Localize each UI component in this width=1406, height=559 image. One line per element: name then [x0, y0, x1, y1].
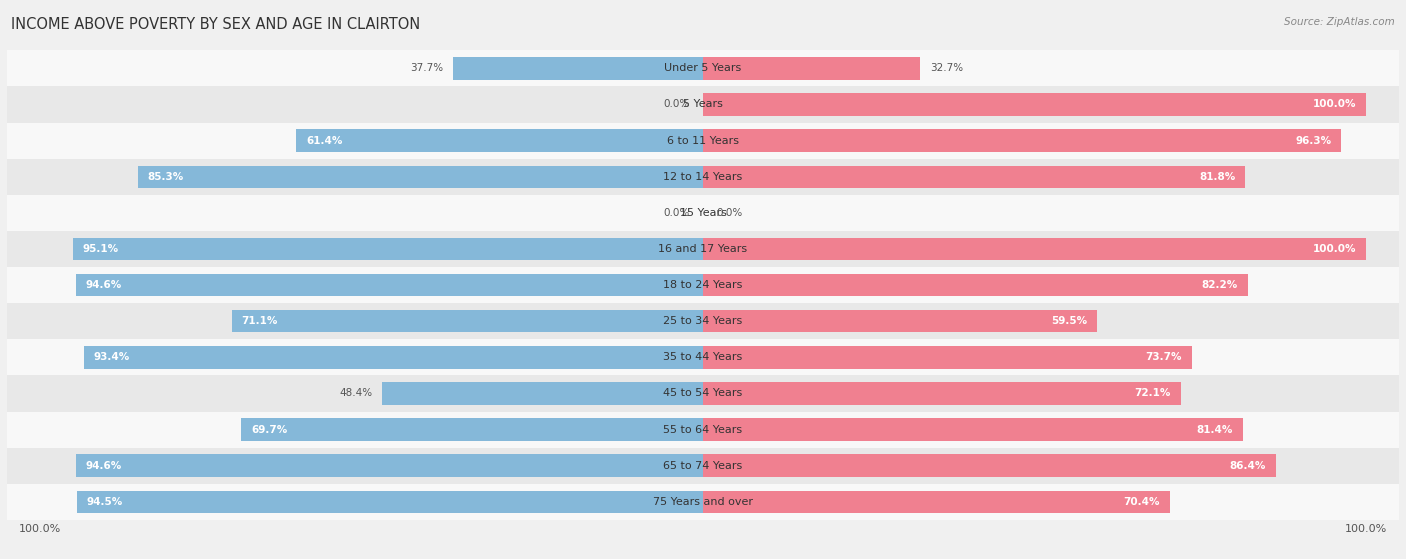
Text: 12 to 14 Years: 12 to 14 Years: [664, 172, 742, 182]
Bar: [7, 448, 1399, 484]
Text: 6 to 11 Years: 6 to 11 Years: [666, 136, 740, 145]
Text: 73.7%: 73.7%: [1144, 352, 1181, 362]
Bar: [76, 491, 703, 513]
Text: 81.4%: 81.4%: [1197, 425, 1233, 434]
Text: 82.2%: 82.2%: [1202, 280, 1237, 290]
Bar: [703, 238, 1365, 260]
Text: 94.6%: 94.6%: [86, 280, 122, 290]
Bar: [138, 165, 703, 188]
Text: 70.4%: 70.4%: [1123, 497, 1160, 507]
Text: 69.7%: 69.7%: [250, 425, 287, 434]
Text: 96.3%: 96.3%: [1295, 136, 1331, 145]
Text: 15 Years: 15 Years: [679, 208, 727, 218]
Text: 55 to 64 Years: 55 to 64 Years: [664, 425, 742, 434]
Bar: [703, 418, 1243, 440]
Bar: [7, 484, 1399, 520]
Bar: [703, 165, 1246, 188]
Text: 65 to 74 Years: 65 to 74 Years: [664, 461, 742, 471]
Text: 75 Years and over: 75 Years and over: [652, 497, 754, 507]
Text: 94.6%: 94.6%: [86, 461, 122, 471]
Bar: [232, 310, 703, 333]
Bar: [7, 339, 1399, 376]
Bar: [7, 87, 1399, 122]
Text: 0.0%: 0.0%: [716, 208, 742, 218]
Bar: [84, 346, 703, 368]
Bar: [382, 382, 703, 405]
Bar: [453, 57, 703, 79]
Bar: [703, 346, 1191, 368]
Bar: [7, 159, 1399, 195]
Bar: [7, 50, 1399, 87]
Bar: [76, 274, 703, 296]
Bar: [703, 382, 1181, 405]
Text: 100.0%: 100.0%: [1312, 100, 1355, 110]
Text: 37.7%: 37.7%: [411, 63, 443, 73]
Bar: [703, 491, 1170, 513]
Text: 32.7%: 32.7%: [929, 63, 963, 73]
Text: 71.1%: 71.1%: [242, 316, 278, 326]
Text: 86.4%: 86.4%: [1229, 461, 1265, 471]
Bar: [703, 310, 1098, 333]
Text: 95.1%: 95.1%: [83, 244, 118, 254]
Text: 5 Years: 5 Years: [683, 100, 723, 110]
Bar: [703, 93, 1365, 116]
Text: 81.8%: 81.8%: [1199, 172, 1236, 182]
Text: Under 5 Years: Under 5 Years: [665, 63, 741, 73]
Text: 72.1%: 72.1%: [1135, 389, 1171, 399]
Bar: [73, 238, 703, 260]
Text: 94.5%: 94.5%: [87, 497, 122, 507]
Text: 85.3%: 85.3%: [148, 172, 184, 182]
Bar: [240, 418, 703, 440]
Text: 0.0%: 0.0%: [664, 100, 690, 110]
Text: 35 to 44 Years: 35 to 44 Years: [664, 352, 742, 362]
Text: 93.4%: 93.4%: [94, 352, 131, 362]
Text: Source: ZipAtlas.com: Source: ZipAtlas.com: [1284, 17, 1395, 27]
Text: 16 and 17 Years: 16 and 17 Years: [658, 244, 748, 254]
Bar: [703, 130, 1341, 152]
Text: 61.4%: 61.4%: [307, 136, 342, 145]
Text: 25 to 34 Years: 25 to 34 Years: [664, 316, 742, 326]
Bar: [7, 195, 1399, 231]
Text: INCOME ABOVE POVERTY BY SEX AND AGE IN CLAIRTON: INCOME ABOVE POVERTY BY SEX AND AGE IN C…: [11, 17, 420, 32]
Bar: [7, 411, 1399, 448]
Bar: [7, 231, 1399, 267]
Text: 18 to 24 Years: 18 to 24 Years: [664, 280, 742, 290]
Bar: [7, 303, 1399, 339]
Bar: [7, 267, 1399, 303]
Bar: [76, 454, 703, 477]
Text: 100.0%: 100.0%: [1312, 244, 1355, 254]
Bar: [703, 57, 920, 79]
Text: 59.5%: 59.5%: [1052, 316, 1087, 326]
Bar: [703, 454, 1275, 477]
Bar: [703, 274, 1249, 296]
Text: 48.4%: 48.4%: [339, 389, 373, 399]
Bar: [7, 122, 1399, 159]
Bar: [297, 130, 703, 152]
Text: 45 to 54 Years: 45 to 54 Years: [664, 389, 742, 399]
Bar: [7, 376, 1399, 411]
Text: 0.0%: 0.0%: [664, 208, 690, 218]
